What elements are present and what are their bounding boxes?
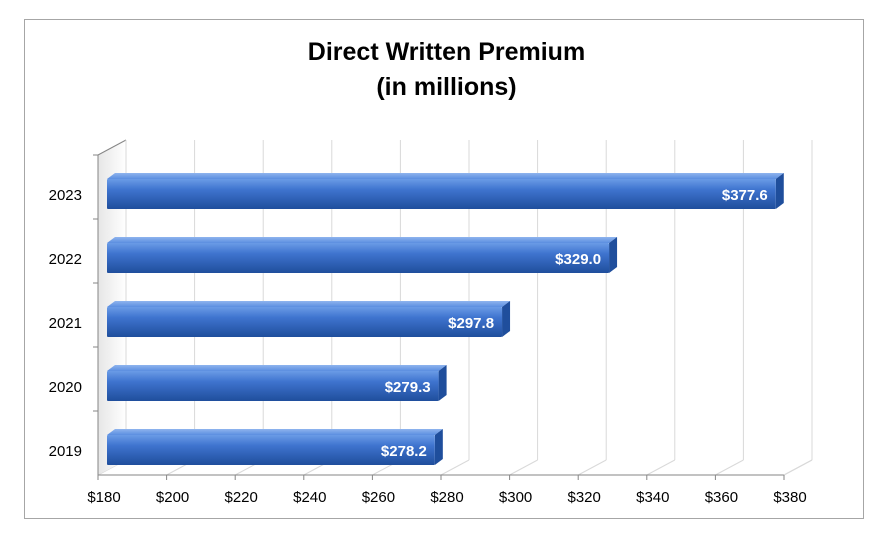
bar-top-face xyxy=(107,237,618,243)
floor-gridline xyxy=(646,459,676,476)
bar-2019 xyxy=(107,435,435,465)
x-tick-label: $260 xyxy=(362,489,395,506)
data-label: $329.0 xyxy=(555,251,601,268)
category-label: 2022 xyxy=(49,251,82,268)
x-tick-label: $340 xyxy=(636,489,669,506)
x-tick-label: $320 xyxy=(568,489,601,506)
data-label: $377.6 xyxy=(722,187,768,204)
x-tick-label: $360 xyxy=(705,489,738,506)
bar-top-face xyxy=(107,365,447,371)
x-tick-label: $200 xyxy=(156,489,189,506)
bar-2020 xyxy=(107,371,439,401)
bar-2021 xyxy=(107,307,503,337)
bar-top-face xyxy=(107,173,784,179)
floor-right-edge xyxy=(783,459,813,476)
bar-end-face xyxy=(438,365,447,401)
x-tick-label: $280 xyxy=(430,489,463,506)
x-tick-label: $380 xyxy=(773,489,806,506)
category-label: 2023 xyxy=(49,187,82,204)
x-tick-label: $220 xyxy=(225,489,258,506)
x-tick-label: $300 xyxy=(499,489,532,506)
bar-top-face xyxy=(107,429,443,435)
chart-title-line2: (in millions) xyxy=(376,73,517,101)
data-label: $279.3 xyxy=(385,379,431,396)
bar-end-face xyxy=(775,173,784,209)
x-tick-label: $240 xyxy=(293,489,326,506)
bar-2022 xyxy=(107,243,610,273)
category-label: 2019 xyxy=(49,443,82,460)
x-tick-label: $180 xyxy=(87,489,120,506)
bar-end-face xyxy=(434,429,443,465)
data-label: $278.2 xyxy=(381,443,427,460)
bar-end-face xyxy=(609,237,618,273)
floor-gridline xyxy=(509,459,538,476)
data-label: $297.8 xyxy=(448,315,494,332)
floor-gridline xyxy=(577,459,607,476)
category-label: 2021 xyxy=(49,315,82,332)
wall-edge xyxy=(97,139,127,156)
floor-gridline xyxy=(715,459,744,476)
category-label: 2020 xyxy=(49,379,82,396)
bar-2023 xyxy=(107,179,776,209)
floor-gridline xyxy=(440,459,470,476)
bar-end-face xyxy=(502,301,511,337)
chart-title-line1: Direct Written Premium xyxy=(307,38,586,66)
bar-top-face xyxy=(107,301,511,307)
